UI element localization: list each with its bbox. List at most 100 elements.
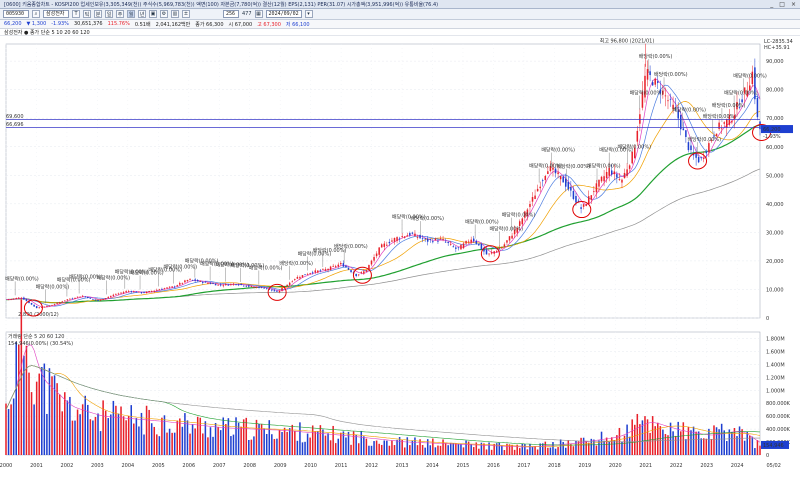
period-button-minute[interactable]: 분 — [94, 10, 102, 18]
volume-bar — [649, 432, 651, 455]
volume-bar — [628, 436, 631, 455]
volume-bar — [726, 441, 728, 455]
x-tick-label: 2000 — [0, 463, 12, 469]
candle-body — [731, 121, 733, 123]
volume-bar — [449, 442, 452, 455]
candle-body — [117, 293, 120, 295]
volume-bar — [122, 416, 125, 455]
volume-y-tick: 1.000M — [766, 388, 785, 394]
candle-body — [636, 130, 639, 142]
volume-bar — [278, 430, 281, 455]
volume-y-tick: 1.200M — [766, 375, 785, 381]
volume-bar — [516, 444, 518, 455]
volume-bar — [651, 416, 654, 455]
period-button-tick2[interactable]: 틱 — [83, 10, 91, 18]
chevron-down-icon[interactable]: ▾ — [304, 10, 313, 18]
candle-body — [94, 299, 97, 301]
volume-bar — [700, 438, 702, 455]
candle-body — [286, 284, 288, 287]
ma20-line — [5, 101, 761, 304]
volume-bar — [462, 447, 465, 455]
price-y-tick: 0 — [766, 316, 769, 322]
date-field[interactable]: 2024/09/02 — [265, 10, 302, 18]
close-button[interactable]: × — [790, 0, 796, 8]
volume-bar — [703, 438, 705, 455]
volume-bar — [572, 446, 575, 455]
dividend-label: 배당락(0.00%) — [502, 212, 536, 219]
period-button-tick[interactable]: T — [72, 10, 80, 18]
maximize-button[interactable]: □ — [779, 0, 785, 8]
calendar-icon[interactable]: ▦ — [254, 10, 263, 18]
volume-bar — [710, 439, 713, 455]
stock-name-field[interactable]: 삼성전자 — [43, 10, 69, 18]
period-button-day[interactable]: 일 — [105, 10, 113, 18]
candle-body — [145, 291, 148, 294]
volume-bar — [416, 445, 419, 455]
volume-bar — [386, 440, 388, 455]
stock-code-input[interactable]: 005930 — [3, 10, 29, 18]
dividend-label: 배당락(0.00%) — [69, 273, 103, 280]
period-button-year[interactable]: 년 — [138, 10, 146, 18]
volume-bar — [311, 425, 314, 455]
stock-chart[interactable]: 0 10,000 20,000 30,000 40,000 50,000 60,000 70,… — [0, 36, 800, 477]
dividend-label: 배당락(0.00%) — [57, 276, 91, 283]
volume-bar — [340, 432, 342, 455]
candle-body — [232, 283, 235, 285]
candle-body — [30, 302, 33, 305]
candle-body — [713, 135, 715, 137]
candle-body — [125, 291, 127, 293]
candle-body — [628, 165, 631, 169]
volume-bar — [368, 445, 370, 455]
candle-body — [633, 147, 636, 159]
zoom-icon[interactable]: ± — [182, 10, 190, 18]
highlight-circle — [572, 201, 592, 219]
candle-body — [89, 298, 92, 299]
candle-body — [419, 235, 421, 239]
dividend-label: 배당락(0.00%) — [712, 102, 746, 109]
volume-bar — [304, 441, 306, 455]
volume-bar — [143, 434, 145, 455]
period-button-week[interactable]: 주 — [116, 10, 124, 18]
dividend-label: 배당락(0.00%) — [97, 274, 131, 281]
volume-bar — [227, 418, 230, 455]
candle-body — [605, 171, 608, 179]
settings-icon[interactable]: ⚙ — [160, 10, 168, 18]
volume-bar — [521, 443, 524, 455]
volume-bar — [669, 422, 672, 455]
chart-type-icon[interactable]: ▥ — [171, 10, 179, 18]
volume-bar — [87, 404, 89, 455]
volume-bar — [539, 443, 541, 455]
candle-body — [511, 235, 513, 239]
volume-bar — [682, 422, 685, 455]
volume-bar — [94, 416, 97, 455]
volume-bar — [426, 439, 429, 455]
candle-body — [342, 263, 345, 267]
candle-body — [503, 244, 506, 247]
candle-body — [306, 274, 309, 275]
search-icon[interactable]: ⌕ — [32, 10, 40, 18]
window-titlebar: [0600] 키움종합차트 - KOSPI200 업세인보유(3,305,349… — [0, 0, 800, 9]
count-field[interactable]: 256 — [223, 10, 239, 18]
volume-bar — [414, 437, 416, 455]
volume-bar — [616, 435, 618, 455]
volume-bar — [664, 434, 667, 455]
volume-bar — [733, 428, 736, 455]
price-change-rate: -1.93% — [51, 21, 69, 27]
candle-body — [227, 284, 230, 286]
volume-bar — [646, 419, 649, 455]
volume-bar — [242, 419, 245, 455]
minimize-button[interactable]: _ — [770, 0, 774, 8]
period-button-month[interactable]: 월 — [127, 10, 135, 18]
volume-bar — [30, 392, 33, 455]
candle-body — [166, 287, 168, 289]
lock-icon[interactable]: ▣ — [149, 10, 157, 18]
volume-bar — [713, 425, 715, 455]
chart-legend[interactable]: 삼성전자 ● 종가 단순 5 10 20 60 120 — [4, 29, 90, 36]
candle-body — [575, 195, 577, 203]
candle-body — [654, 78, 656, 85]
volume-bar — [378, 443, 380, 455]
current-price-label: 66,200 — [763, 127, 781, 133]
candle-body — [135, 291, 138, 293]
volume-bar — [705, 438, 708, 455]
candle-body — [189, 279, 191, 280]
